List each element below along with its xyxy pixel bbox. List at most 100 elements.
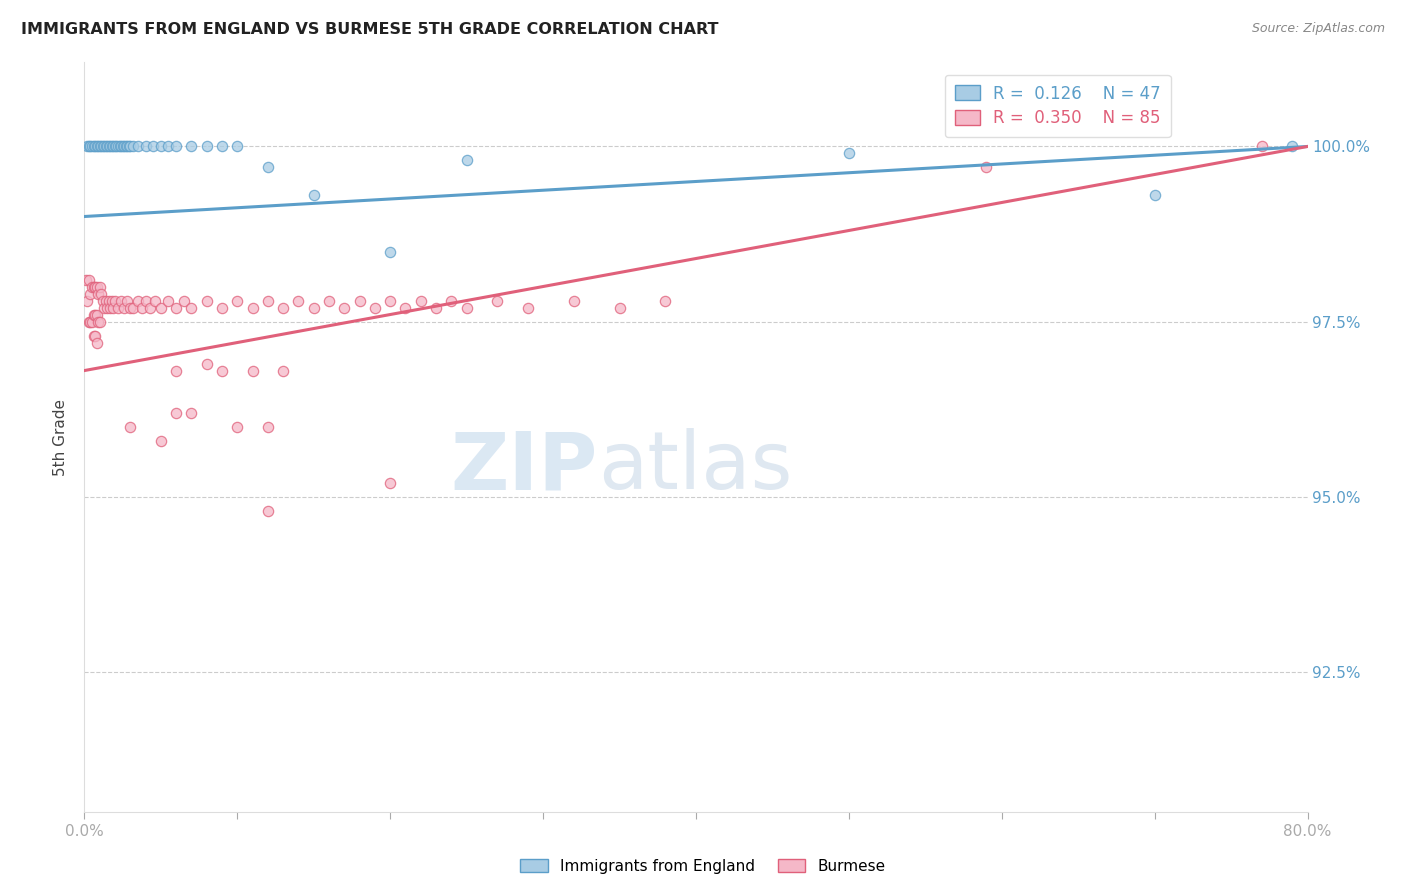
- Legend: R =  0.126    N = 47, R =  0.350    N = 85: R = 0.126 N = 47, R = 0.350 N = 85: [945, 75, 1171, 137]
- Point: [562, 293, 585, 308]
- Point: [333, 301, 356, 315]
- Point: [105, 139, 128, 153]
- Point: [142, 139, 165, 153]
- Point: [87, 314, 110, 328]
- Point: [135, 293, 157, 308]
- Point: [112, 301, 135, 315]
- Point: [90, 286, 112, 301]
- Point: [1250, 139, 1272, 153]
- Point: [94, 293, 117, 308]
- Point: [165, 301, 187, 315]
- Point: [101, 293, 124, 308]
- Point: [211, 363, 233, 377]
- Point: [149, 139, 172, 153]
- Point: [195, 139, 218, 153]
- Point: [302, 188, 325, 202]
- Point: [380, 293, 402, 308]
- Point: [271, 363, 294, 377]
- Point: [93, 301, 115, 315]
- Point: [516, 301, 538, 315]
- Legend: Immigrants from England, Burmese: Immigrants from England, Burmese: [515, 853, 891, 880]
- Point: [157, 139, 180, 153]
- Point: [318, 293, 340, 308]
- Point: [195, 293, 218, 308]
- Point: [94, 139, 117, 153]
- Point: [257, 161, 280, 175]
- Point: [97, 293, 120, 308]
- Point: [976, 161, 998, 175]
- Point: [77, 272, 100, 286]
- Point: [257, 293, 280, 308]
- Text: ZIP: ZIP: [451, 428, 598, 506]
- Point: [84, 328, 107, 343]
- Point: [838, 146, 860, 161]
- Point: [180, 406, 202, 420]
- Point: [86, 139, 108, 153]
- Point: [103, 301, 125, 315]
- Point: [79, 314, 101, 328]
- Point: [96, 301, 118, 315]
- Point: [87, 139, 110, 153]
- Text: Source: ZipAtlas.com: Source: ZipAtlas.com: [1251, 22, 1385, 36]
- Point: [364, 301, 387, 315]
- Point: [83, 139, 105, 153]
- Point: [84, 279, 107, 293]
- Point: [654, 293, 676, 308]
- Point: [120, 419, 142, 434]
- Point: [226, 293, 249, 308]
- Point: [107, 139, 129, 153]
- Point: [242, 363, 264, 377]
- Point: [76, 139, 98, 153]
- Point: [226, 419, 249, 434]
- Point: [75, 272, 97, 286]
- Point: [104, 293, 127, 308]
- Point: [80, 139, 103, 153]
- Point: [157, 293, 180, 308]
- Point: [91, 139, 114, 153]
- Point: [93, 139, 115, 153]
- Point: [1143, 188, 1166, 202]
- Point: [131, 301, 153, 315]
- Point: [1281, 139, 1303, 153]
- Point: [86, 335, 108, 350]
- Point: [226, 139, 249, 153]
- Point: [302, 301, 325, 315]
- Point: [96, 139, 118, 153]
- Point: [101, 139, 124, 153]
- Point: [89, 314, 111, 328]
- Point: [135, 139, 157, 153]
- Point: [114, 139, 136, 153]
- Point: [122, 301, 145, 315]
- Point: [103, 139, 125, 153]
- Point: [257, 503, 280, 517]
- Point: [76, 293, 98, 308]
- Point: [211, 139, 233, 153]
- Point: [257, 419, 280, 434]
- Point: [80, 314, 103, 328]
- Point: [120, 301, 142, 315]
- Point: [108, 139, 131, 153]
- Point: [425, 301, 447, 315]
- Point: [86, 279, 108, 293]
- Point: [83, 308, 105, 322]
- Point: [349, 293, 371, 308]
- Point: [380, 475, 402, 490]
- Point: [127, 139, 149, 153]
- Point: [118, 139, 141, 153]
- Point: [149, 301, 172, 315]
- Point: [180, 301, 202, 315]
- Point: [89, 279, 111, 293]
- Point: [139, 301, 162, 315]
- Point: [97, 139, 120, 153]
- Point: [127, 293, 149, 308]
- Y-axis label: 5th Grade: 5th Grade: [53, 399, 69, 475]
- Text: atlas: atlas: [598, 428, 793, 506]
- Point: [90, 139, 112, 153]
- Point: [165, 139, 187, 153]
- Point: [91, 293, 114, 308]
- Point: [440, 293, 463, 308]
- Point: [110, 293, 132, 308]
- Point: [394, 301, 416, 315]
- Point: [79, 286, 101, 301]
- Point: [609, 301, 631, 315]
